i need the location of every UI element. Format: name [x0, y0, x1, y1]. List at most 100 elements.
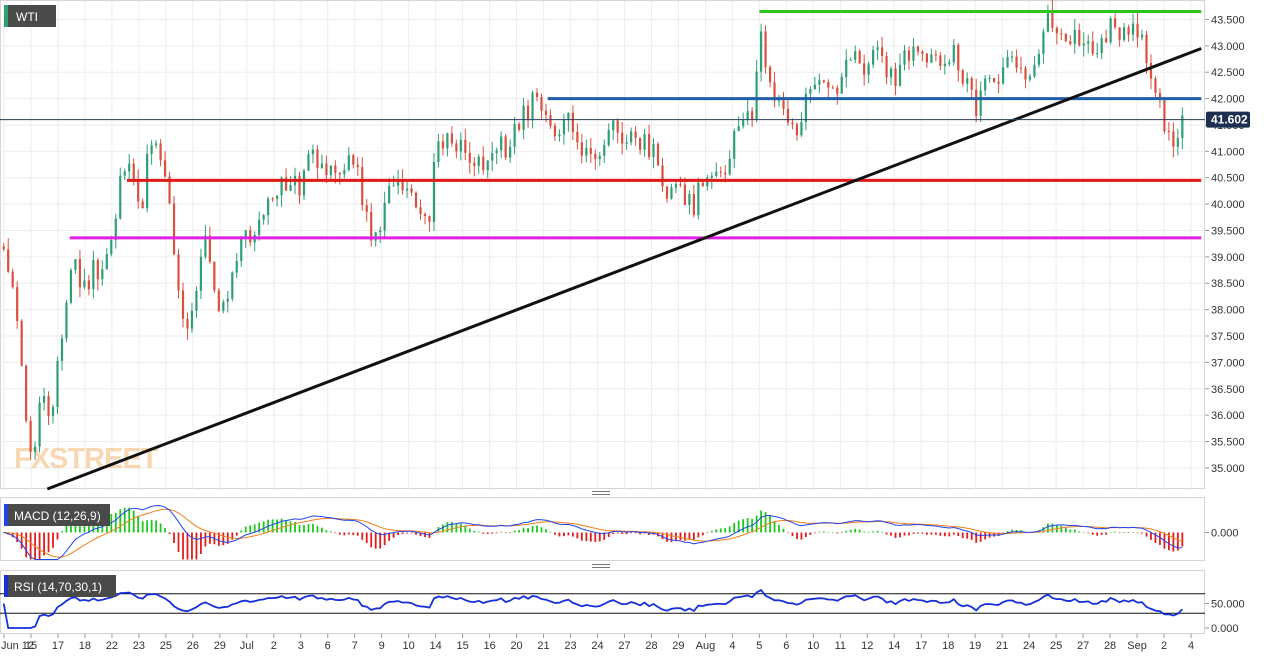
candle-body — [226, 298, 229, 303]
candle-body — [101, 269, 104, 280]
macd-hist-bar — [1105, 532, 1108, 535]
macd-hist-bar — [406, 532, 408, 534]
candle-body — [993, 77, 996, 82]
price-tick-label: 43.500 — [1211, 14, 1245, 26]
macd-hist-bar — [56, 532, 59, 540]
macd-hist-bar — [410, 532, 413, 534]
candle-body — [468, 152, 471, 163]
macd-hist-bar — [468, 528, 471, 533]
candle-body — [74, 259, 77, 270]
candle-body — [921, 51, 924, 54]
candle-body — [1181, 115, 1184, 139]
macd-hist-bar — [796, 532, 798, 540]
macd-hist-bar — [20, 532, 23, 549]
candle-body — [625, 142, 628, 144]
candle-body — [836, 87, 839, 94]
macd-hist-bar — [997, 532, 1000, 536]
macd-hist-bar — [594, 532, 597, 542]
price-tick-label: 43.000 — [1211, 41, 1245, 53]
macd-hist-bar — [540, 527, 543, 533]
candle-body — [509, 146, 512, 158]
macd-hist-bar — [701, 532, 704, 536]
macd-hist-bar — [343, 532, 346, 536]
macd-tick-label: 0.000 — [1211, 528, 1239, 540]
macd-hist-bar — [773, 520, 776, 533]
candle-body — [383, 202, 386, 231]
candle-body — [500, 136, 503, 151]
macd-hist-bar — [1132, 532, 1134, 533]
candle-body — [302, 170, 306, 196]
macd-hist-bar — [253, 524, 256, 533]
candle-body — [786, 108, 790, 123]
x-tick-label: 20 — [510, 640, 522, 652]
macd-hist-bar — [563, 532, 565, 537]
macd-hist-bar — [379, 532, 382, 549]
candle-body — [132, 163, 135, 180]
candle-body — [1082, 43, 1085, 46]
candle-body — [347, 155, 350, 171]
macd-hist-bar — [818, 531, 821, 533]
macd-hist-bar — [1176, 532, 1179, 551]
macd-hist-bar — [863, 531, 866, 533]
candle-body — [827, 81, 830, 88]
candle-body — [361, 167, 364, 206]
candle-body — [616, 120, 619, 133]
candle-body — [316, 149, 319, 168]
candle-body — [845, 60, 848, 77]
candle-body — [195, 290, 198, 311]
candle-body — [1078, 30, 1081, 46]
candle-body — [764, 31, 767, 68]
macd-hist-bar — [639, 532, 641, 535]
x-tick-label: 21 — [996, 640, 1008, 652]
x-tick-label: 7 — [352, 640, 358, 652]
last-price-box — [1206, 111, 1250, 128]
splitter-handle-top[interactable] — [592, 491, 610, 495]
candle-body — [352, 155, 355, 165]
splitter-handle-bottom[interactable] — [592, 564, 610, 568]
candle-body — [517, 123, 521, 130]
macd-hist-bar — [29, 532, 32, 560]
price-tick-label: 42.500 — [1211, 67, 1245, 79]
macd-hist-bar — [459, 523, 462, 533]
candle-body — [155, 143, 158, 146]
candle-body — [768, 67, 772, 83]
macd-hist-bar — [482, 532, 485, 534]
macd-hist-bar — [894, 532, 897, 538]
macd-hist-bar — [903, 532, 906, 536]
candle-body — [733, 131, 736, 159]
macd-hist-bar — [43, 532, 45, 556]
macd-hist-bar — [742, 519, 745, 533]
x-tick-label: 19 — [969, 640, 981, 652]
candle-body — [585, 147, 588, 156]
x-tick-label: 6 — [325, 640, 331, 652]
macd-hist-bar — [1167, 532, 1170, 551]
candle-body — [594, 153, 597, 160]
candle-body — [20, 320, 23, 366]
candle-body — [280, 177, 283, 196]
candle-body — [11, 271, 14, 288]
x-tick-label: 22 — [106, 640, 118, 652]
macd-hist-bar — [858, 529, 861, 533]
candle-body — [141, 201, 144, 209]
candle-body — [392, 185, 395, 187]
candle-body — [343, 170, 346, 175]
macd-hist-bar — [11, 532, 14, 538]
macd-panel-frame — [0, 497, 1205, 561]
macd-hist-bar — [724, 528, 727, 533]
rsi-panel-frame — [0, 570, 1205, 634]
x-tick-label: 4 — [1188, 640, 1194, 652]
macd-hist-bar — [1096, 532, 1099, 536]
candle-body — [1136, 23, 1139, 38]
candle-body — [898, 64, 902, 86]
x-tick-label: 11 — [835, 640, 846, 652]
macd-hist-bar — [168, 532, 171, 534]
macd-hist-bar — [1051, 523, 1054, 533]
candle-body — [284, 177, 288, 191]
macd-hist-bar — [710, 531, 713, 533]
macd-hist-bar — [1145, 532, 1148, 537]
macd-hist-bar — [1006, 531, 1009, 533]
candle-body — [809, 89, 812, 94]
trendline-group — [46, 47, 1202, 491]
